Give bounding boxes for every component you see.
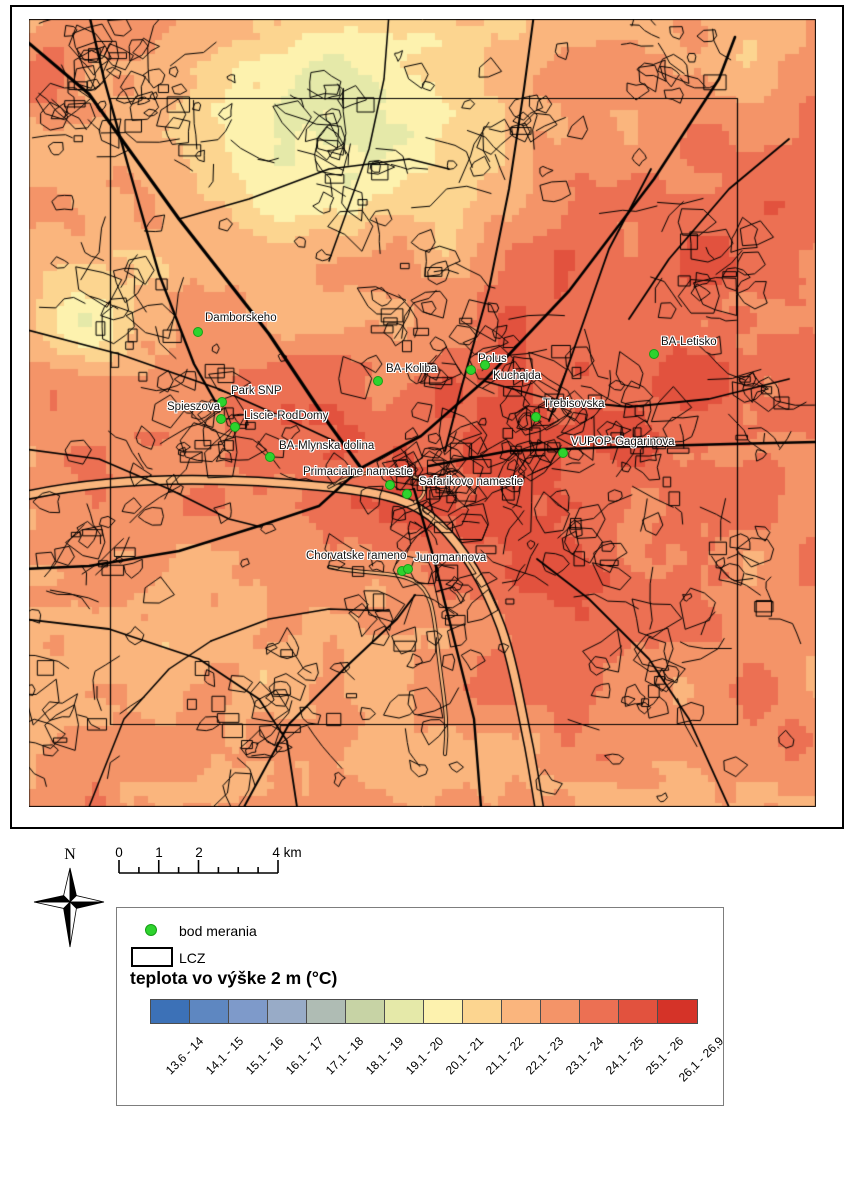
colorbar-class-label: 13,6 - 14 <box>162 1034 206 1078</box>
colorbar-class-swatch <box>268 1000 307 1023</box>
colorbar-class-label: 23,1 - 24 <box>562 1034 606 1078</box>
temperature-raster-map <box>29 19 816 807</box>
colorbar-class-swatch <box>619 1000 658 1023</box>
colorbar-class-swatch <box>151 1000 190 1023</box>
north-arrow: N <box>33 846 105 948</box>
legend-title: teplota vo výške 2 m (°C) <box>130 968 338 988</box>
colorbar-class-swatch <box>229 1000 268 1023</box>
lcz-label: LCZ <box>179 950 206 966</box>
colorbar-class-swatch <box>385 1000 424 1023</box>
scalebar-number: 2 <box>195 845 203 860</box>
colorbar-class-label: 19,1 - 20 <box>402 1034 446 1078</box>
north-arrow-label: N <box>64 846 76 863</box>
colorbar-class-swatch <box>580 1000 619 1023</box>
colorbar-class-swatch <box>307 1000 346 1023</box>
colorbar-class-label: 16,1 - 17 <box>282 1034 326 1078</box>
compass-star <box>33 867 105 948</box>
colorbar-class-label: 22,1 - 23 <box>522 1034 566 1078</box>
lcz-symbol <box>131 947 173 967</box>
colorbar-class-swatch <box>658 1000 697 1023</box>
colorbar-class-swatch <box>424 1000 463 1023</box>
legend-box: bod merania LCZ teplota vo výške 2 m (°C… <box>116 907 726 1106</box>
scale-bar <box>118 860 279 874</box>
colorbar-class-label: 24,1 - 25 <box>602 1034 646 1078</box>
scalebar-number: 1 <box>155 845 163 860</box>
colorbar-class-label: 21,1 - 22 <box>482 1034 526 1078</box>
temperature-colorbar <box>150 999 698 1024</box>
colorbar-class-label: 15,1 - 16 <box>242 1034 286 1078</box>
measurement-point-label: bod merania <box>179 923 257 939</box>
colorbar-class-swatch <box>502 1000 541 1023</box>
scalebar-number: 4 km <box>272 845 302 860</box>
colorbar-class-swatch <box>190 1000 229 1023</box>
colorbar-class-label: 20,1 - 21 <box>442 1034 486 1078</box>
colorbar-class-label: 14,1 - 15 <box>202 1034 246 1078</box>
map-frame <box>10 5 844 829</box>
colorbar-class-swatch <box>346 1000 385 1023</box>
colorbar-class-swatch <box>541 1000 580 1023</box>
colorbar-class-label: 18,1 - 19 <box>362 1034 406 1078</box>
scalebar-number: 0 <box>115 845 123 860</box>
colorbar-class-label: 17,1 - 18 <box>322 1034 366 1078</box>
colorbar-class-swatch <box>463 1000 502 1023</box>
measurement-point-symbol <box>145 924 157 936</box>
